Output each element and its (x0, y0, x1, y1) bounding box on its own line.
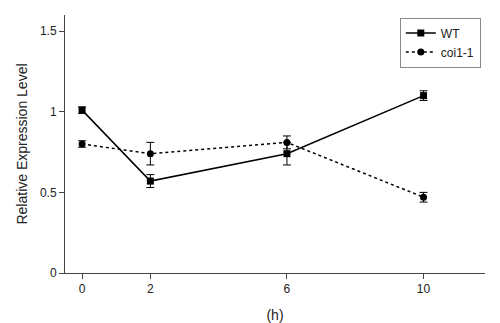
svg-text:6: 6 (284, 282, 291, 296)
svg-text:(h): (h) (266, 307, 283, 323)
svg-text:0: 0 (50, 266, 57, 280)
svg-text:0: 0 (79, 282, 86, 296)
svg-text:WT: WT (441, 27, 460, 41)
svg-text:1.5: 1.5 (40, 24, 57, 38)
svg-text:2: 2 (147, 282, 154, 296)
svg-text:coi1-1: coi1-1 (441, 46, 474, 60)
svg-text:10: 10 (417, 282, 431, 296)
svg-text:0.5: 0.5 (40, 186, 57, 200)
svg-text:Relative Expression Level: Relative Expression Level (14, 63, 30, 224)
svg-text:1: 1 (50, 105, 57, 119)
